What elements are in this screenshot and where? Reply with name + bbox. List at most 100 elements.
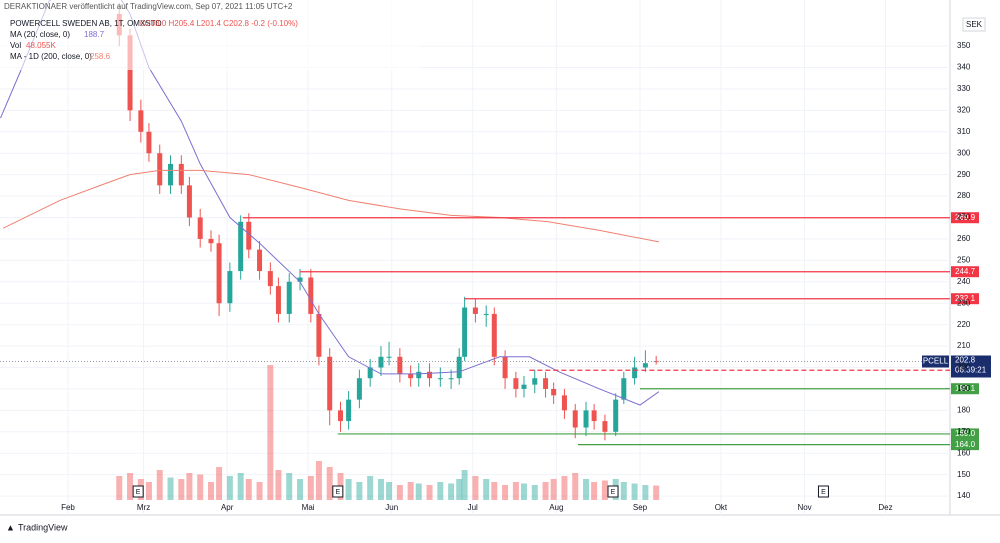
candle-body bbox=[327, 356, 333, 411]
candle-body bbox=[267, 271, 273, 287]
y-tick-label: 230 bbox=[957, 298, 971, 307]
volume-bar bbox=[601, 480, 608, 500]
volume-bar bbox=[326, 467, 333, 500]
candle-body bbox=[621, 378, 627, 400]
legend-vol: Vol bbox=[10, 41, 21, 50]
candle-body bbox=[178, 163, 184, 186]
y-tick-label: 220 bbox=[957, 320, 971, 329]
volume-bar bbox=[448, 483, 455, 500]
level-label: 169.0 bbox=[955, 429, 976, 438]
y-tick-label: 260 bbox=[957, 234, 971, 243]
candle-body bbox=[186, 185, 192, 218]
volume-bar bbox=[591, 482, 598, 500]
x-tick-label: Jul bbox=[468, 503, 478, 512]
level-label: 244.7 bbox=[955, 267, 976, 276]
volume-bar bbox=[197, 474, 204, 500]
level-label: 164.0 bbox=[955, 440, 976, 449]
candle-body bbox=[448, 378, 454, 380]
level-tag bbox=[951, 212, 979, 224]
volume-bar bbox=[561, 476, 568, 500]
candle-body bbox=[416, 371, 422, 379]
candle-body bbox=[613, 399, 619, 432]
x-tick-label: Dez bbox=[878, 503, 892, 512]
candle-body bbox=[337, 410, 343, 422]
candle-body bbox=[551, 388, 557, 396]
volume-bar bbox=[116, 476, 123, 500]
volume-bar bbox=[207, 482, 214, 500]
volume-bar bbox=[178, 479, 185, 500]
event-label: E bbox=[611, 489, 616, 496]
level-label: 232.1 bbox=[955, 294, 976, 303]
candle-body bbox=[308, 277, 314, 314]
candle-body bbox=[572, 410, 578, 428]
candle-body bbox=[483, 313, 489, 315]
volume-bar bbox=[407, 482, 414, 500]
candle-body bbox=[561, 395, 567, 411]
y-tick-label: 250 bbox=[957, 255, 971, 264]
y-tick-label: 310 bbox=[957, 127, 971, 136]
volume-bar bbox=[620, 482, 627, 500]
y-tick-label: 210 bbox=[957, 341, 971, 350]
candle-body bbox=[216, 243, 222, 304]
candle-body bbox=[513, 378, 519, 389]
volume-bar bbox=[491, 482, 498, 500]
level-tag bbox=[951, 383, 979, 395]
candle-body bbox=[127, 35, 133, 111]
candle-body bbox=[138, 110, 144, 132]
volume-bar bbox=[461, 470, 468, 500]
x-tick-label: Aug bbox=[549, 503, 563, 512]
y-tick-label: 300 bbox=[957, 148, 971, 157]
volume-bar bbox=[550, 479, 557, 500]
volume-bar bbox=[377, 479, 384, 500]
y-tick-label: 190 bbox=[957, 384, 971, 393]
candle-body bbox=[316, 313, 322, 357]
x-tick-label: Okt bbox=[715, 503, 728, 512]
footer-logo[interactable]: ▲ bbox=[6, 522, 15, 532]
candle-body bbox=[146, 131, 152, 154]
candle-body bbox=[378, 356, 384, 368]
volume-bar bbox=[520, 483, 527, 500]
candle-body bbox=[632, 367, 638, 379]
volume-bar bbox=[297, 479, 304, 500]
x-tick-label: Mrz bbox=[137, 503, 150, 512]
currency[interactable]: SEK bbox=[966, 20, 983, 29]
y-tick-label: 180 bbox=[957, 405, 971, 414]
x-tick-label: Apr bbox=[221, 503, 234, 512]
grid bbox=[0, 0, 950, 515]
candle-body bbox=[168, 163, 174, 186]
currency-box[interactable] bbox=[962, 17, 986, 32]
candle-body bbox=[642, 363, 648, 368]
candle-body bbox=[427, 371, 433, 379]
last-price-tag bbox=[951, 355, 991, 378]
last-price-label: 202.8 bbox=[955, 356, 976, 365]
y-tick-label: 150 bbox=[957, 470, 971, 479]
candle-body bbox=[275, 286, 281, 314]
y-tick-label: 290 bbox=[957, 170, 971, 179]
legend-ma200: MA - 1D (200, close, 0) bbox=[10, 52, 92, 61]
y-tick-label: 160 bbox=[957, 448, 971, 457]
y-tick-label: 330 bbox=[957, 84, 971, 93]
moving-average bbox=[2, 169, 659, 243]
volume-bar bbox=[237, 473, 244, 500]
volume-bar bbox=[542, 482, 549, 500]
candle-body bbox=[367, 367, 373, 379]
volume-bar bbox=[642, 485, 649, 500]
x-tick-label: Nov bbox=[797, 503, 811, 512]
volume-bar bbox=[145, 482, 152, 500]
volume-bar bbox=[256, 482, 263, 500]
candle-body bbox=[653, 361, 659, 363]
level-tag bbox=[951, 293, 979, 305]
x-tick-label: Jun bbox=[385, 503, 398, 512]
event-label: E bbox=[335, 489, 340, 496]
volume-bar bbox=[483, 479, 490, 500]
volume-bar bbox=[127, 473, 134, 500]
volume-bar bbox=[653, 485, 660, 500]
volume-bar bbox=[156, 470, 163, 500]
legend-vol-value: 48.055K bbox=[26, 41, 56, 50]
candle-body bbox=[297, 277, 303, 282]
volume-bar bbox=[437, 482, 444, 500]
ohlc: O203.0 H205.4 L201.4 C202.8 -0.2 (-0.10%… bbox=[140, 19, 298, 28]
volume-bar bbox=[572, 473, 579, 500]
legend-bg bbox=[0, 0, 420, 70]
footer[interactable]: TradingView bbox=[18, 522, 68, 532]
